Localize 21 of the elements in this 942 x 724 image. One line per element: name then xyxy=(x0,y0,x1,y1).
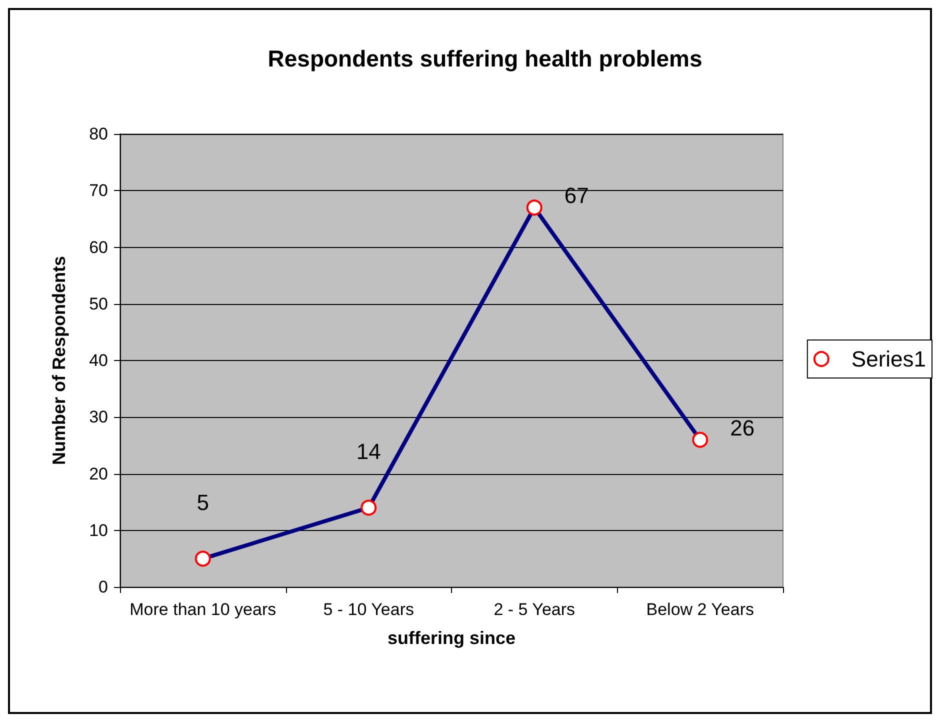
data-label: 67 xyxy=(564,183,589,208)
y-tick-label: 50 xyxy=(89,294,108,314)
y-tick-label: 40 xyxy=(89,351,108,370)
y-tick-label: 80 xyxy=(89,124,108,144)
y-tick-label: 60 xyxy=(89,238,108,257)
data-label: 5 xyxy=(196,490,209,516)
y-axis-title: Number of Respondents xyxy=(49,256,69,466)
x-tick-label: 5 - 10 Years xyxy=(323,600,414,619)
y-tick-label: 20 xyxy=(89,464,108,484)
x-tick-label: 2 - 5 Years xyxy=(494,600,576,619)
legend-label: Series1 xyxy=(851,346,926,372)
data-label: 14 xyxy=(356,439,381,464)
data-label: 26 xyxy=(730,415,755,440)
y-tick-label: 70 xyxy=(89,181,108,200)
chart-title: Respondents suffering health problems xyxy=(268,46,702,72)
y-tick-label: 0 xyxy=(98,578,108,596)
x-axis-title: suffering since xyxy=(387,628,516,648)
x-tick-label: More than 10 years xyxy=(130,600,276,619)
y-tick-label: 10 xyxy=(89,520,108,540)
y-tick-label: 30 xyxy=(89,408,108,427)
x-tick-label: Below 2 Years xyxy=(646,600,754,619)
